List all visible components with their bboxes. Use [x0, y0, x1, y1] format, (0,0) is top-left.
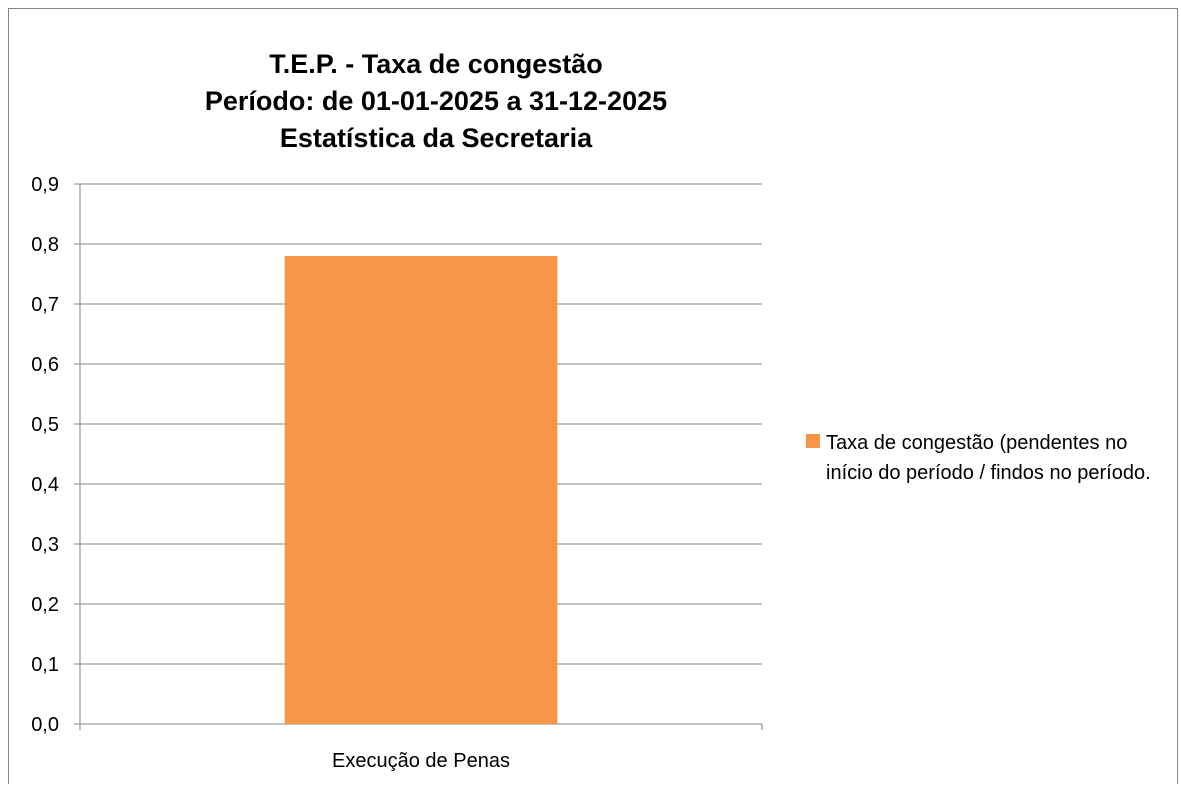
y-tick-label: 0,0 [31, 714, 59, 736]
y-tick-label: 0,6 [31, 354, 59, 376]
chart-title-line-2: Período: de 01-01-2025 a 31-12-2025 [204, 86, 668, 116]
y-tick-label: 0,4 [31, 474, 59, 496]
chart-title-line-1: T.E.P. - Taxa de congestão [269, 49, 603, 79]
legend-swatch [806, 434, 820, 448]
y-tick-label: 0,1 [31, 654, 59, 676]
bar [284, 256, 558, 724]
y-tick-label: 0,9 [31, 174, 59, 196]
y-tick-label: 0,3 [31, 534, 59, 556]
chart-title-line-3: Estatística da Secretaria [279, 123, 593, 153]
chart-title: T.E.P. - Taxa de congestão Período: de 0… [0, 46, 872, 157]
x-tick-label: Execução de Penas [332, 750, 510, 772]
legend-label: Taxa de congestão (pendentes no início d… [826, 432, 1151, 484]
chart-frame [8, 8, 1178, 784]
y-tick-label: 0,8 [31, 234, 59, 256]
y-tick-label: 0,2 [31, 594, 59, 616]
y-tick-label: 0,5 [31, 414, 59, 436]
y-tick-label: 0,7 [31, 294, 59, 316]
